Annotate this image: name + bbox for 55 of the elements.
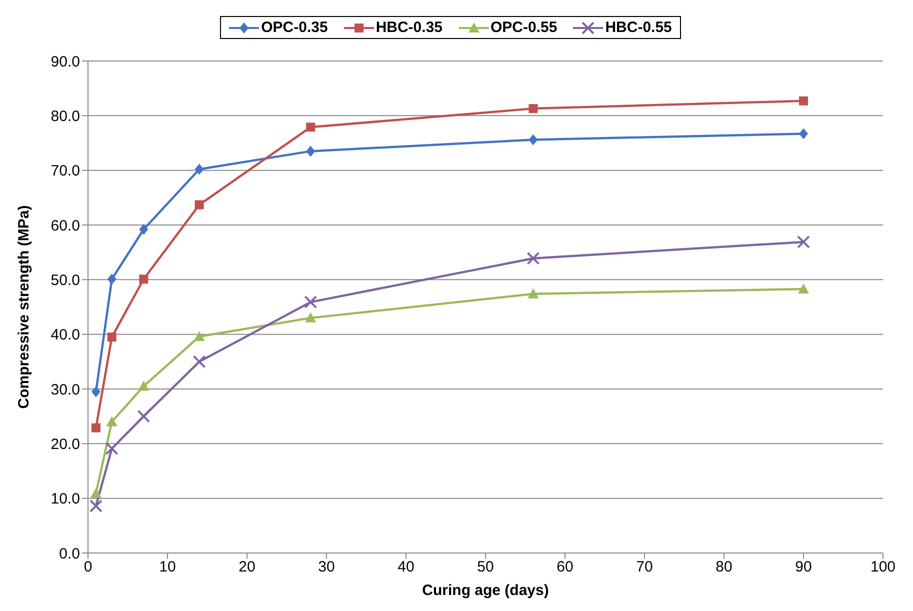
x-tick-label: 70 [636,558,653,576]
x-tick-label: 30 [318,558,335,576]
y-tick-label: 40.0 [50,326,80,344]
point [306,122,316,132]
point [139,274,148,284]
point [137,410,150,423]
point [528,288,539,298]
point [89,499,102,512]
point [91,423,100,432]
point [304,296,318,309]
x-tick-label: 40 [398,558,414,576]
point [194,164,204,175]
y-tick-label: 30.0 [50,381,80,398]
point [528,104,538,114]
y-tick-label: 20.0 [50,436,80,453]
x-tick-label: 60 [556,558,574,576]
x-tick-label: 10 [159,558,176,576]
legend-label: HBC-0.35 [376,19,442,36]
point [194,331,205,342]
point [797,235,810,248]
point [305,312,316,322]
y-tick-label: 80.0 [50,108,80,125]
point [138,380,150,391]
x-axis-title: Curing age (days) [422,582,549,599]
point [106,416,118,426]
y-axis-title: Compressive strength (MPa) [15,205,32,409]
point [139,224,148,235]
x-tick-label: 0 [84,558,92,576]
point [799,128,808,140]
point [528,134,538,146]
point [90,488,102,498]
y-tick-label: 50.0 [50,272,80,289]
y-tick-label: 60.0 [50,217,80,234]
point [194,200,204,210]
x-tick-label: 20 [238,558,256,576]
x-tick-label: 90 [795,558,812,576]
x-tick-label: 80 [716,558,732,576]
x-tick-label: 50 [477,558,494,576]
point [91,386,100,398]
point [306,146,316,157]
point [107,274,116,285]
point [798,283,809,294]
x-tick-label: 100 [870,558,896,576]
point [526,252,540,265]
y-tick-label: 90.0 [50,53,80,70]
y-tick-label: 10.0 [50,490,80,508]
y-tick-label: 0.0 [59,545,80,562]
legend-label: OPC-0.55 [490,19,558,36]
legend-label: HBC-0.55 [605,19,672,36]
legend-label: OPC-0.35 [261,19,328,36]
y-tick-label: 70.0 [50,162,80,180]
point [105,442,118,456]
point [192,355,206,368]
point [799,96,808,106]
point [107,332,116,342]
